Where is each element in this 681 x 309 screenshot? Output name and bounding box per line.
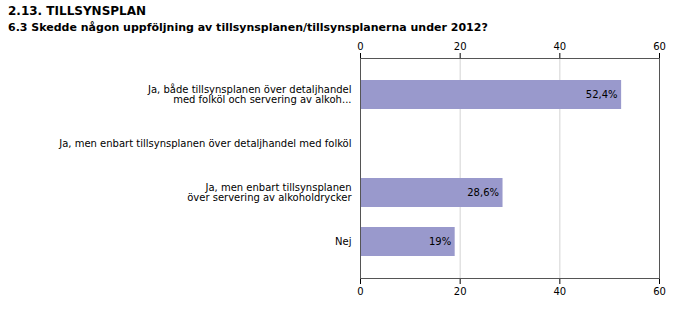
svg-text:20: 20: [454, 41, 467, 52]
svg-text:28,6%: 28,6%: [467, 187, 499, 198]
svg-text:19%: 19%: [429, 236, 451, 247]
svg-text:0: 0: [357, 286, 363, 297]
svg-text:60: 60: [653, 41, 666, 52]
svg-text:40: 40: [553, 286, 566, 297]
html-text:2.13. TILLSYNSPLAN: 2.13. TILLSYNSPLAN: [8, 4, 147, 18]
svg-text:Ja, men enbart tillsynsplanenö: Ja, men enbart tillsynsplanenöver server…: [187, 182, 352, 203]
svg-text:0: 0: [357, 41, 363, 52]
svg-text:Nej: Nej: [335, 236, 351, 247]
svg-text:40: 40: [553, 41, 566, 52]
svg-text:Ja, både tillsynsplanen över d: Ja, både tillsynsplanen över detaljhande…: [147, 83, 351, 105]
svg-text:60: 60: [653, 286, 666, 297]
svg-text:20: 20: [454, 286, 467, 297]
html-text:6.3 Skedde någon uppföljning a: 6.3 Skedde någon uppföljning av tillsyns…: [8, 21, 488, 34]
svg-text:Ja, men enbart tillsynsplanen: Ja, men enbart tillsynsplanen över detal…: [58, 138, 351, 149]
svg-text:52,4%: 52,4%: [586, 89, 618, 100]
